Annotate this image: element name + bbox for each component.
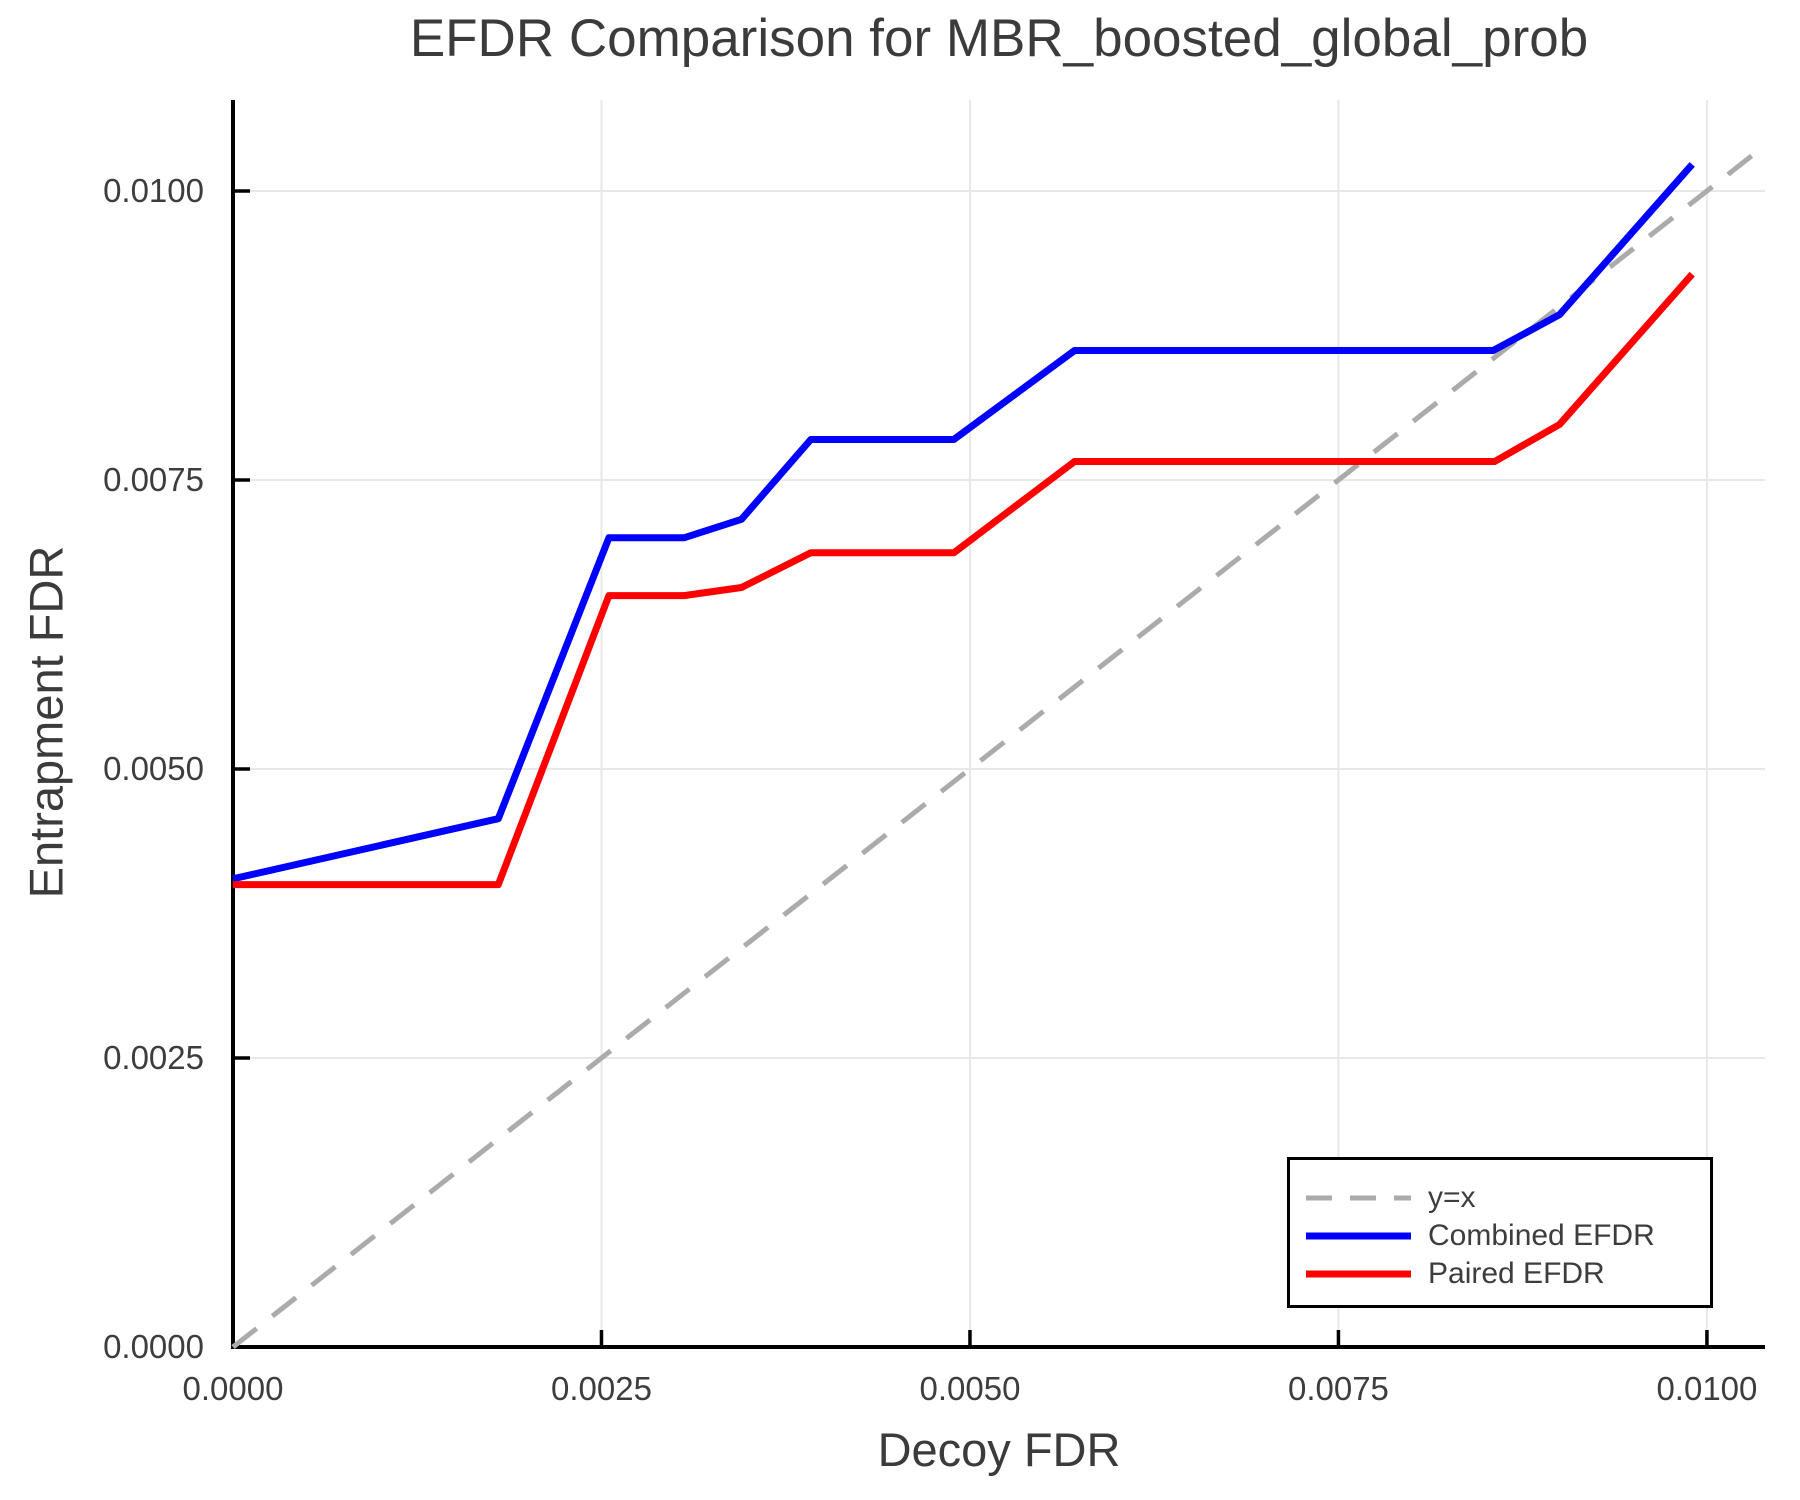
y-tick-label: 0.0000: [103, 1328, 204, 1365]
legend-label-yx: y=x: [1428, 1181, 1476, 1214]
x-tick-label: 0.0100: [1656, 1370, 1757, 1407]
paired-efdr-line-swatch: [1306, 1270, 1411, 1278]
legend-row-paired-efdr: Paired EFDR: [1306, 1255, 1710, 1293]
y-tick-label: 0.0025: [103, 1039, 204, 1076]
x-tick-label: 0.0000: [183, 1370, 284, 1407]
y-tick-label: 0.0075: [103, 461, 204, 498]
x-axis-label: Decoy FDR: [877, 1423, 1121, 1476]
legend-row-combined-efdr: Combined EFDR: [1306, 1217, 1710, 1255]
legend-label-paired-efdr: Paired EFDR: [1428, 1257, 1605, 1290]
combined-efdr-line-swatch: [1306, 1232, 1411, 1240]
legend: y=x Combined EFDR Paired EFDR: [1287, 1157, 1713, 1308]
x-tick-label: 0.0050: [919, 1370, 1020, 1407]
chart-title: EFDR Comparison for MBR_boosted_global_p…: [409, 9, 1589, 68]
series-line-combined-efdr: [232, 162, 1695, 883]
y-tick-label: 0.0050: [103, 750, 204, 787]
series-line-y-x: [231, 143, 1767, 1349]
x-tick-label: 0.0075: [1288, 1370, 1389, 1407]
y-axis-label: Entrapment FDR: [19, 545, 73, 899]
yx-line-swatch: [1306, 1195, 1411, 1201]
legend-row-yx: y=x: [1306, 1179, 1710, 1217]
x-tick-label: 0.0025: [551, 1370, 652, 1407]
y-tick-label: 0.0100: [103, 172, 204, 209]
legend-label-combined-efdr: Combined EFDR: [1428, 1219, 1655, 1252]
series-line-paired-efdr: [233, 271, 1695, 889]
